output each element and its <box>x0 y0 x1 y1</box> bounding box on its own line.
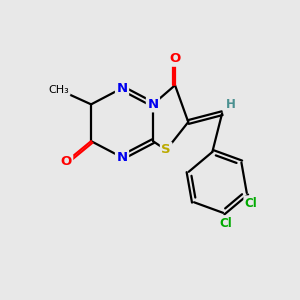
Text: N: N <box>116 151 128 164</box>
Text: Cl: Cl <box>220 217 232 230</box>
Text: N: N <box>116 82 128 95</box>
Text: O: O <box>169 52 181 65</box>
Text: N: N <box>147 98 158 111</box>
Text: CH₃: CH₃ <box>48 85 69 94</box>
Text: H: H <box>226 98 236 111</box>
Text: Cl: Cl <box>245 197 258 210</box>
Text: O: O <box>61 155 72 168</box>
Text: S: S <box>161 143 171 157</box>
